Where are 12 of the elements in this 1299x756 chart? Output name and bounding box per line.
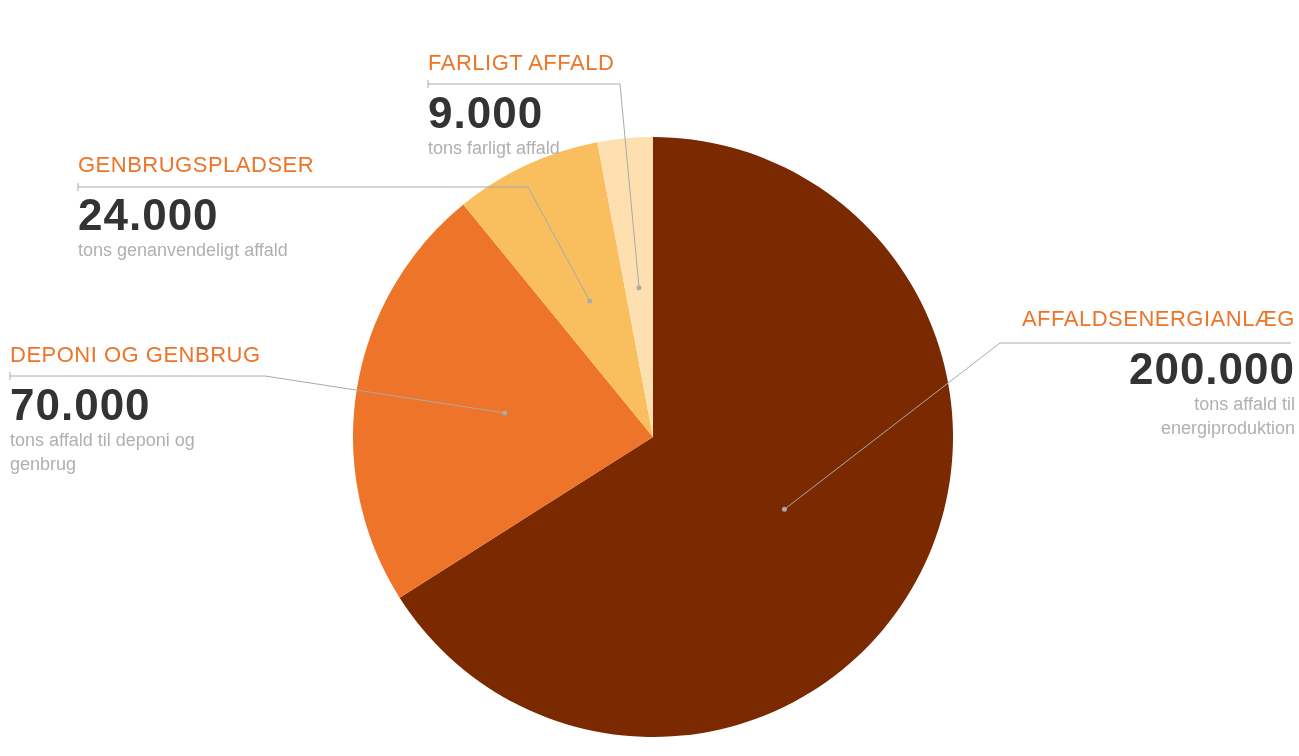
data-label: 24.000	[78, 190, 220, 239]
data-label: 9.000	[428, 88, 545, 137]
text: tons affald til deponi og genbrug	[10, 429, 196, 476]
text: tons farligt affald	[428, 137, 561, 160]
slice-label: AFFALDSENERGIANLÆG	[1020, 305, 1295, 333]
slice-label: DEPONI OG GENBRUG	[10, 341, 261, 369]
data-label: 70.000	[10, 380, 152, 429]
slice-label: GENBRUGSPLADSER	[78, 151, 316, 179]
text: tons affald til energiproduktion	[1159, 393, 1295, 440]
text: tons genanvendeligt affald	[78, 239, 289, 262]
data-label: 200.000	[1127, 344, 1295, 393]
slice-label: FARLIGT AFFALD	[428, 49, 616, 77]
